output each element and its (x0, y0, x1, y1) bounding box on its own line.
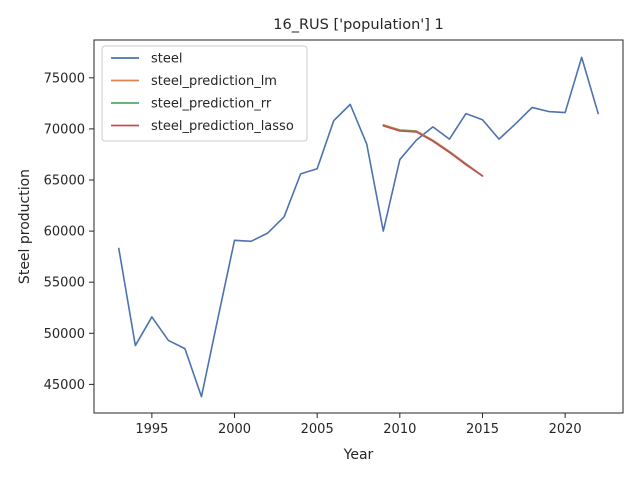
legend-box (101, 45, 308, 142)
legend-label-steel_prediction_lm: steel_prediction_lm (151, 74, 277, 89)
x-tick-label: 2020 (549, 422, 582, 437)
legend-label-steel_prediction_rr: steel_prediction_rr (151, 97, 272, 112)
y-tick-label: 50000 (44, 327, 85, 342)
series-line-steel_prediction_lasso (382, 125, 484, 177)
x-tick-label: 1995 (135, 422, 168, 437)
legend-label-steel: steel (151, 52, 182, 67)
legend-label-steel_prediction_lasso: steel_prediction_lasso (151, 119, 294, 134)
x-axis-title: Year (343, 447, 374, 463)
y-tick-label: 75000 (44, 71, 85, 86)
y-axis-title: Steel production (17, 169, 33, 284)
x-tick-label: 2010 (383, 422, 416, 437)
series-line-steel (118, 56, 599, 398)
y-tick-label: 70000 (44, 122, 85, 137)
legend: steel steel_prediction_lm steel_prediction… (101, 45, 308, 142)
y-tick-label: 60000 (44, 225, 85, 240)
plot-frame (93, 39, 624, 414)
x-tick-label: 2015 (466, 422, 499, 437)
y-tick-label: 45000 (44, 378, 85, 393)
y-tick-label: 55000 (44, 276, 85, 291)
x-axis: 1995 2000 2005 2010 2015 2020 (135, 413, 582, 437)
chart-title: 16_RUS ['population'] 1 (273, 17, 443, 33)
x-tick-label: 2000 (218, 422, 251, 437)
y-axis: 45000 50000 55000 60000 65000 70000 75000 (44, 71, 94, 393)
series-layer (118, 56, 599, 398)
y-tick-label: 65000 (44, 174, 85, 189)
x-tick-label: 2005 (301, 422, 334, 437)
